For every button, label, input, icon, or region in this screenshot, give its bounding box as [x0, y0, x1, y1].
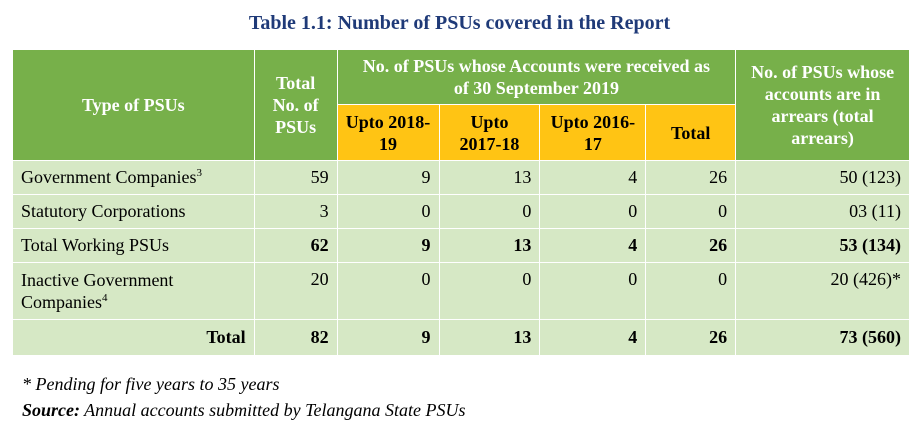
cell-total: 62: [253, 228, 338, 263]
table-notes: * Pending for five years to 35 years Sou…: [22, 371, 465, 423]
cell-upto-2018-19: 0: [336, 194, 440, 229]
source-label: Source:: [22, 400, 80, 420]
cell-upto-2018-19: 9: [336, 228, 440, 263]
cell-total: 3: [253, 194, 338, 229]
cell-received-total: 0: [645, 194, 737, 229]
table-row: Statutory Corporations 3 0 0 0 0 03 (11): [12, 194, 910, 229]
cell-upto-2016-17: 4: [539, 160, 647, 195]
row-label: Statutory Corporations: [12, 194, 255, 229]
source-text: Annual accounts submitted by Telangana S…: [80, 400, 466, 420]
cell-upto-2018-19: 9: [336, 160, 440, 195]
cell-arrears: 50 (123): [735, 160, 910, 195]
header-upto-2017-18: Upto 2017-18: [438, 104, 541, 161]
psu-table: Type of PSUs Total No. of PSUs No. of PS…: [12, 49, 910, 356]
cell-upto-2016-17: 4: [539, 319, 647, 356]
cell-upto-2016-17: 0: [539, 194, 647, 229]
cell-total: 59: [253, 160, 338, 195]
row-label: Inactive Government Companies4: [12, 262, 255, 320]
cell-received-total: 26: [645, 228, 737, 263]
cell-received-total: 0: [645, 262, 737, 320]
cell-arrears: 73 (560): [735, 319, 910, 356]
header-accounts-received: No. of PSUs whose Accounts were received…: [336, 49, 737, 105]
header-upto-2018-19: Upto 2018-19: [336, 104, 440, 161]
table-row: Government Companies3 59 9 13 4 26 50 (1…: [12, 160, 910, 195]
source-line: Source: Annual accounts submitted by Tel…: [22, 397, 465, 423]
cell-upto-2017-18: 0: [438, 194, 541, 229]
cell-upto-2017-18: 13: [438, 228, 541, 263]
table-title: Table 1.1: Number of PSUs covered in the…: [248, 12, 671, 34]
cell-upto-2017-18: 13: [438, 319, 541, 356]
cell-arrears: 03 (11): [735, 194, 910, 229]
cell-received-total: 26: [645, 160, 737, 195]
cell-upto-2018-19: 9: [336, 319, 440, 356]
table-row-total: Total 82 9 13 4 26 73 (560): [12, 319, 910, 356]
header-arrears: No. of PSUs whose accounts are in arrear…: [735, 49, 910, 161]
cell-upto-2017-18: 13: [438, 160, 541, 195]
header-received-total: Total: [645, 104, 737, 161]
cell-total: 20: [253, 262, 338, 320]
row-label: Total Working PSUs: [12, 228, 255, 263]
cell-received-total: 26: [645, 319, 737, 356]
cell-arrears: 20 (426)*: [735, 262, 910, 320]
cell-upto-2016-17: 0: [539, 262, 647, 320]
cell-upto-2016-17: 4: [539, 228, 647, 263]
header-upto-2016-17: Upto 2016-17: [539, 104, 647, 161]
table-row: Inactive Government Companies4 20 0 0 0 …: [12, 262, 910, 320]
footnote: * Pending for five years to 35 years: [22, 374, 280, 394]
cell-upto-2018-19: 0: [336, 262, 440, 320]
header-type: Type of PSUs: [12, 49, 255, 161]
cell-total: 82: [253, 319, 338, 356]
table-row: Total Working PSUs 62 9 13 4 26 53 (134): [12, 228, 910, 263]
header-total-psus: Total No. of PSUs: [253, 49, 338, 161]
row-label: Total: [12, 319, 255, 356]
cell-arrears: 53 (134): [735, 228, 910, 263]
cell-upto-2017-18: 0: [438, 262, 541, 320]
row-label: Government Companies3: [12, 160, 255, 195]
